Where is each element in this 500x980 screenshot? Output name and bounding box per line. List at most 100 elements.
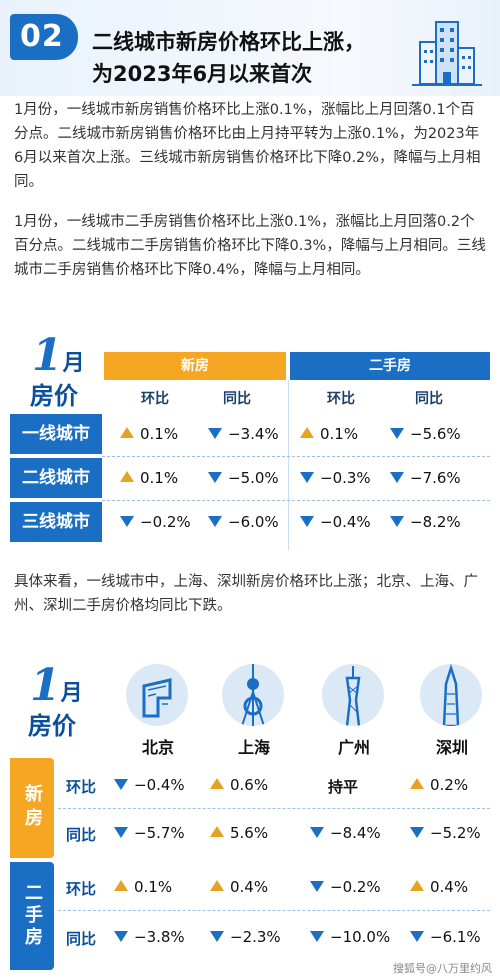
table2-title: 房价 [28, 712, 76, 740]
tier3-new-yoy: −6.0% [208, 502, 279, 542]
month-char: 月 [62, 351, 85, 376]
building-icon [412, 21, 482, 86]
side-label-second-text: 二手房 [22, 883, 43, 949]
up-arrow-icon [210, 826, 224, 837]
down-arrow-icon [310, 881, 324, 892]
down-arrow-icon [390, 472, 404, 483]
shenzhen-tower-icon [420, 664, 482, 726]
sub-header-sec-mom: 环比 [327, 391, 355, 407]
page-title-line1: 二线城市新房价格环比上涨， [92, 30, 365, 54]
shanghai-sec-yoy: −2.3% [210, 928, 281, 946]
city-name-beijing: 北京 [141, 738, 174, 757]
guangzhou-new-mom: 持平 [328, 778, 359, 796]
down-arrow-icon [390, 516, 404, 527]
row-divider [102, 456, 490, 457]
down-arrow-icon [114, 931, 128, 942]
group-header-second: 二手房 [290, 352, 490, 380]
down-arrow-icon [120, 516, 134, 527]
section-number-badge: 02 [10, 14, 78, 60]
metric-label-sec-yoy: 同比 [66, 930, 97, 948]
down-arrow-icon [208, 516, 222, 527]
beijing-new-mom: −0.4% [114, 776, 185, 794]
guangzhou-sec-yoy: −10.0% [310, 928, 390, 946]
column-divider [288, 380, 289, 550]
group-header-new: 新房 [104, 352, 286, 380]
month-label-2: 1月 [30, 660, 83, 711]
tier3-sec-yoy: −8.2% [390, 502, 461, 542]
paragraph-new-house: 1月份，一线城市新房销售价格环比上涨0.1%，涨幅比上月回落0.1个百分点。二线… [14, 102, 481, 190]
up-arrow-icon [300, 427, 314, 438]
side-label-second: 二手房 [10, 862, 54, 970]
up-arrow-icon [410, 880, 424, 891]
tier2-sec-yoy: −7.6% [390, 458, 461, 498]
down-arrow-icon [210, 931, 224, 942]
beijing-sec-mom: 0.1% [114, 878, 172, 896]
sub-header-sec-yoy: 同比 [415, 391, 443, 407]
up-arrow-icon [114, 880, 128, 891]
city-name-shanghai: 上海 [237, 738, 270, 757]
tier2-new-mom: 0.1% [120, 458, 178, 498]
row-divider [58, 910, 490, 911]
paragraph-first-tier-summary: 具体来看，一线城市中，上海、深圳新房价格环比上涨；北京、上海、广州、深圳二手房价… [14, 574, 478, 614]
tier1-sec-yoy: −5.6% [390, 414, 461, 454]
sub-header-new-mom: 环比 [141, 391, 169, 407]
down-arrow-icon [114, 827, 128, 838]
side-label-new: 新房 [10, 758, 54, 858]
tier3-new-mom: −0.2% [120, 502, 191, 542]
down-arrow-icon [310, 931, 324, 942]
down-arrow-icon [410, 827, 424, 838]
beijing-cctv-icon [126, 664, 188, 726]
month-number-2: 1 [30, 660, 61, 711]
beijing-sec-yoy: −3.8% [114, 928, 185, 946]
down-arrow-icon [390, 428, 404, 439]
row-label-tier2: 二线城市 [10, 458, 102, 498]
row-divider [102, 500, 490, 501]
up-arrow-icon [120, 471, 134, 482]
shenzhen-new-mom: 0.2% [410, 776, 468, 794]
shenzhen-sec-yoy: −6.1% [410, 928, 481, 946]
shenzhen-sec-mom: 0.4% [410, 878, 468, 896]
page-title-line2: 为2023年6月以来首次 [92, 62, 313, 86]
row-label-tier3: 三线城市 [10, 502, 102, 542]
up-arrow-icon [210, 778, 224, 789]
paragraph-second-hand: 1月份，一线城市二手房销售价格环比上涨0.1%，涨幅比上月回落0.2个百分点。二… [14, 214, 486, 278]
row-label-tier1: 一线城市 [10, 414, 102, 454]
tier2-new-yoy: −5.0% [208, 458, 279, 498]
shanghai-tower-icon [222, 664, 284, 726]
guangzhou-sec-mom: −0.2% [310, 878, 381, 896]
guangzhou-tower-icon [322, 664, 384, 726]
down-arrow-icon [410, 931, 424, 942]
tier1-new-yoy: −3.4% [208, 414, 279, 454]
shanghai-new-yoy: 5.6% [210, 824, 268, 842]
up-arrow-icon [120, 427, 134, 438]
shenzhen-new-yoy: −5.2% [410, 824, 481, 842]
month-label: 1月 [32, 330, 85, 381]
down-arrow-icon [310, 827, 324, 838]
tier1-sec-mom: 0.1% [300, 414, 358, 454]
metric-label-new-mom: 环比 [66, 778, 97, 796]
watermark: 搜狐号@八万里约风 [393, 962, 492, 975]
down-arrow-icon [114, 779, 128, 790]
shanghai-sec-mom: 0.4% [210, 878, 268, 896]
tier2-sec-mom: −0.3% [300, 458, 371, 498]
down-arrow-icon [208, 472, 222, 483]
beijing-new-yoy: −5.7% [114, 824, 185, 842]
first-tier-cities-table: 1月 房价 北京 上海 广州 深圳 新房 [10, 640, 490, 970]
month-number: 1 [32, 330, 63, 381]
row-divider [58, 808, 490, 809]
tier-city-price-table: 1月 房价 新房 二手房 环比 同比 环比 同比 一线城市 0.1% −3.4%… [10, 330, 490, 550]
tier3-sec-mom: −0.4% [300, 502, 371, 542]
metric-label-sec-mom: 环比 [66, 880, 97, 898]
shanghai-new-mom: 0.6% [210, 776, 268, 794]
up-arrow-icon [410, 778, 424, 789]
down-arrow-icon [208, 428, 222, 439]
table-title: 房价 [30, 382, 78, 410]
up-arrow-icon [210, 880, 224, 891]
down-arrow-icon [300, 516, 314, 527]
city-name-guangzhou: 广州 [337, 738, 370, 757]
sub-header-new-yoy: 同比 [223, 391, 251, 407]
month-char-2: 月 [60, 681, 83, 706]
tier1-new-mom: 0.1% [120, 414, 178, 454]
down-arrow-icon [300, 472, 314, 483]
header-banner: 02 二线城市新房价格环比上涨， 为2023年6月以来首次 [0, 0, 500, 96]
